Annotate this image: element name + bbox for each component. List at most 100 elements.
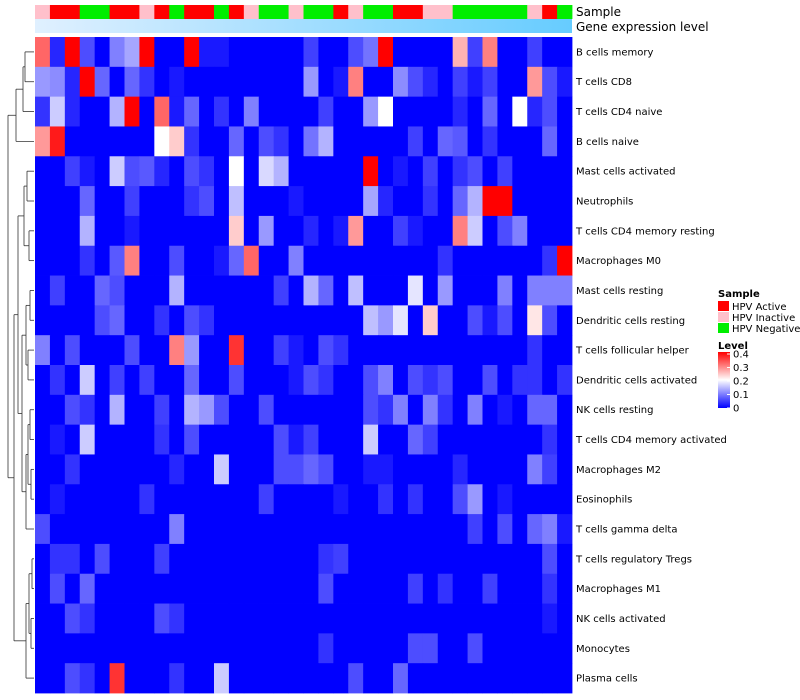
heatmap-cell: [35, 603, 51, 634]
heatmap-cell: [199, 245, 215, 276]
sample-cell: [527, 5, 543, 19]
heatmap-cell: [527, 335, 543, 366]
heatmap-cell: [363, 66, 379, 98]
heatmap-cell: [109, 156, 125, 187]
heatmap-cell: [199, 335, 215, 366]
heatmap-cell: [184, 275, 200, 306]
heatmap-cell: [258, 335, 275, 366]
heatmap-cell: [184, 573, 200, 604]
heatmap-cell: [214, 454, 230, 485]
heatmap-cell: [437, 394, 454, 426]
heatmap-cell: [318, 126, 334, 157]
sample-cell: [258, 5, 275, 19]
heatmap-cell: [35, 633, 51, 664]
heatmap-cell: [124, 663, 140, 694]
heatmap-cell: [467, 126, 483, 157]
row-label: Eosinophils: [576, 495, 632, 506]
heatmap-cell: [318, 156, 334, 187]
heatmap-cell: [557, 543, 573, 575]
heatmap-cell: [169, 484, 185, 515]
heatmap-cell: [139, 186, 155, 217]
heatmap-cell: [333, 245, 349, 276]
heatmap-cell: [184, 454, 200, 485]
heatmap-cell: [109, 424, 125, 455]
heatmap-cell: [109, 633, 125, 664]
sample-cell: [467, 5, 483, 19]
heatmap-cell: [199, 573, 215, 604]
heatmap-cell: [154, 365, 170, 396]
heatmap-cell: [64, 484, 81, 515]
heatmap-cell: [139, 484, 155, 515]
heatmap-cell: [139, 156, 155, 187]
heatmap-cell: [333, 514, 349, 545]
heatmap-cell: [199, 424, 215, 455]
heatmap-cell: [273, 633, 289, 664]
heatmap-cell: [542, 424, 558, 455]
sample-cell: [94, 5, 110, 19]
heatmap-cell: [49, 37, 66, 68]
heatmap-cell: [154, 156, 170, 187]
row-label: Mast cells resting: [576, 286, 663, 297]
heatmap-cell: [512, 245, 528, 276]
sample-cell: [363, 5, 379, 19]
heatmap-cell: [169, 454, 185, 485]
heatmap-cell: [422, 275, 439, 306]
sample-cell: [512, 5, 528, 19]
heatmap-cell: [154, 245, 170, 276]
heatmap-cell: [512, 37, 528, 68]
heatmap-cell: [154, 335, 170, 366]
heatmap-cell: [527, 186, 543, 217]
heatmap-cell: [557, 365, 573, 396]
heatmap-cell: [437, 484, 454, 515]
heatmap-cell: [214, 156, 230, 187]
heatmap-cell: [333, 663, 349, 694]
heatmap-cell: [378, 245, 394, 276]
heatmap-cell: [273, 543, 289, 575]
heatmap-cell: [199, 275, 215, 306]
heatmap-cell: [49, 633, 66, 664]
heatmap-cell: [497, 215, 513, 247]
heatmap-cell: [258, 245, 275, 276]
heatmap-cell: [333, 424, 349, 455]
heatmap-cell: [184, 66, 200, 98]
row-label: Neutrophils: [576, 197, 633, 208]
heatmap-cell: [482, 275, 498, 306]
heatmap-cell: [199, 663, 215, 694]
heatmap-cell: [437, 126, 454, 157]
heatmap-cell: [288, 215, 304, 247]
heatmap-cell: [303, 484, 319, 515]
heatmap-cell: [288, 96, 304, 127]
heatmap-cell: [273, 484, 289, 515]
heatmap-cell: [258, 96, 275, 127]
heatmap-cell: [35, 66, 51, 98]
heatmap-cell: [407, 543, 424, 575]
heatmap-cell: [258, 454, 275, 485]
heatmap-cell: [378, 394, 394, 426]
heatmap-cell: [35, 215, 51, 247]
heatmap-cell: [363, 365, 379, 396]
heatmap-cell: [422, 514, 439, 545]
heatmap-cell: [214, 305, 230, 336]
heatmap-cell: [348, 663, 364, 694]
heatmap-cell: [512, 514, 528, 545]
heatmap-cell: [407, 484, 424, 515]
heatmap-cell: [393, 275, 409, 306]
heatmap-cell: [243, 424, 260, 455]
heatmap-cell: [363, 37, 379, 68]
heatmap-cell: [94, 96, 110, 127]
heatmap-cell: [437, 156, 454, 187]
heatmap-cell: [35, 126, 51, 157]
heatmap-cell: [169, 126, 185, 157]
heatmap-cell: [363, 603, 379, 634]
heatmap-cell: [542, 156, 558, 187]
heatmap-cell: [512, 275, 528, 306]
heatmap-cell: [303, 275, 319, 306]
heatmap-cell: [333, 186, 349, 217]
heatmap-cell: [452, 126, 468, 157]
heatmap-cell: [124, 96, 140, 127]
heatmap-cell: [363, 424, 379, 455]
heatmap-cell: [333, 215, 349, 247]
heatmap-cell: [94, 37, 110, 68]
heatmap-cell: [109, 663, 125, 694]
row-label: Dendritic cells activated: [576, 375, 697, 386]
